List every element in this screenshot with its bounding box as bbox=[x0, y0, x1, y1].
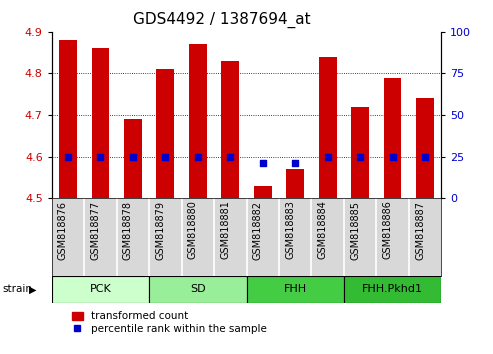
Text: SD: SD bbox=[190, 284, 206, 295]
Bar bbox=[52, 276, 149, 303]
Point bbox=[226, 154, 234, 159]
Text: FHH.Pkhd1: FHH.Pkhd1 bbox=[362, 284, 423, 295]
Text: GSM818883: GSM818883 bbox=[285, 201, 295, 259]
Bar bbox=[156, 69, 175, 198]
Point bbox=[291, 160, 299, 166]
Bar bbox=[221, 61, 239, 198]
Point bbox=[356, 154, 364, 159]
Text: GSM818877: GSM818877 bbox=[90, 201, 101, 260]
Point bbox=[259, 160, 267, 166]
Text: FHH: FHH bbox=[283, 284, 307, 295]
Bar bbox=[59, 40, 77, 198]
Bar bbox=[124, 119, 142, 198]
Bar bbox=[384, 78, 401, 198]
Text: PCK: PCK bbox=[90, 284, 111, 295]
Bar bbox=[189, 44, 207, 198]
Bar bbox=[286, 169, 304, 198]
Bar bbox=[351, 107, 369, 198]
Point bbox=[388, 154, 396, 159]
Text: GSM818876: GSM818876 bbox=[58, 201, 68, 259]
Bar bbox=[254, 186, 272, 198]
Text: GSM818880: GSM818880 bbox=[188, 201, 198, 259]
Text: ▶: ▶ bbox=[29, 284, 36, 295]
Point bbox=[421, 154, 429, 159]
Text: GSM818884: GSM818884 bbox=[317, 201, 328, 259]
Point bbox=[324, 154, 332, 159]
Text: strain: strain bbox=[2, 284, 33, 295]
Bar bbox=[92, 48, 109, 198]
Bar bbox=[344, 276, 441, 303]
Text: GSM818881: GSM818881 bbox=[220, 201, 230, 259]
Point bbox=[129, 154, 137, 159]
Point bbox=[194, 154, 202, 159]
Text: GDS4492 / 1387694_at: GDS4492 / 1387694_at bbox=[133, 12, 311, 28]
Text: GSM818878: GSM818878 bbox=[123, 201, 133, 259]
Bar bbox=[246, 276, 344, 303]
Text: GSM818879: GSM818879 bbox=[155, 201, 165, 259]
Bar bbox=[318, 57, 337, 198]
Text: GSM818882: GSM818882 bbox=[253, 201, 263, 259]
Text: GSM818887: GSM818887 bbox=[415, 201, 425, 259]
Bar bbox=[149, 276, 246, 303]
Bar bbox=[416, 98, 434, 198]
Point bbox=[161, 154, 169, 159]
Text: GSM818886: GSM818886 bbox=[383, 201, 392, 259]
Point bbox=[97, 154, 105, 159]
Text: GSM818885: GSM818885 bbox=[350, 201, 360, 259]
Legend: transformed count, percentile rank within the sample: transformed count, percentile rank withi… bbox=[72, 312, 267, 334]
Point bbox=[64, 154, 72, 159]
